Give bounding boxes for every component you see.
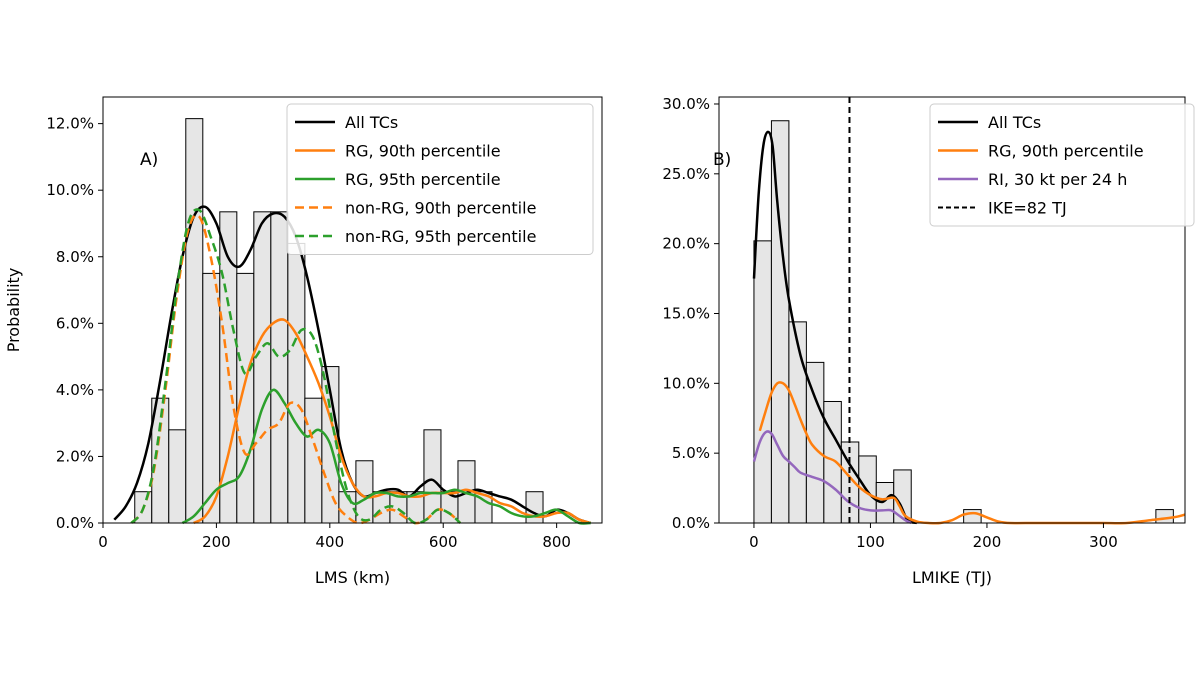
y-tick-label: 25.0% — [662, 165, 710, 183]
y-tick-label: 8.0% — [56, 248, 94, 266]
panel-a-histogram — [134, 118, 544, 524]
panel-b-x-ticks: 0 100 200 300 — [749, 523, 1118, 551]
histogram-bar — [270, 211, 289, 524]
density-curve — [752, 130, 918, 525]
panel-a-x-axis-label: LMS (km) — [315, 568, 390, 587]
panel-b-legend: All TCs RG, 90th percentile RI, 30 kt per … — [929, 103, 1195, 227]
y-tick-label: 20.0% — [662, 235, 710, 253]
x-tick-label: 600 — [429, 533, 458, 551]
panel-b-y-ticks: 0.0% 5.0% 10.0% 15.0% 20.0% 25.0% 30.0% — [662, 95, 719, 532]
histogram-bar — [805, 361, 825, 524]
x-tick-label: 300 — [1089, 533, 1118, 551]
panel-b: 0 100 200 300 0.0% 5.0% 10.0% 15.0% 20.0% 25.0% 3… — [662, 95, 1195, 587]
legend-entry-label: IKE=82 TJ — [988, 199, 1067, 218]
legend-entry-label: All TCs — [345, 113, 398, 132]
panel-a-x-ticks: 0 200 400 600 800 — [98, 523, 571, 551]
x-tick-label: 0 — [98, 533, 108, 551]
x-tick-label: 200 — [202, 533, 231, 551]
legend-entry-label: RG, 90th percentile — [988, 142, 1144, 161]
histogram-bar — [168, 429, 187, 524]
histogram-bar — [1155, 509, 1174, 524]
panel-a-label: A) — [140, 150, 158, 170]
legend-entry-label: non-RG, 90th percentile — [345, 199, 536, 218]
legend-entry-label: RI, 30 kt per 24 h — [988, 170, 1127, 189]
y-tick-label: 30.0% — [662, 95, 710, 113]
x-tick-label: 200 — [973, 533, 1002, 551]
legend-box — [929, 103, 1195, 227]
histogram-bar — [963, 509, 982, 524]
panel-b-axes-frame — [718, 96, 1186, 524]
panel-a: 0 200 400 600 800 0.0% 2.0% 4.0% 6.0% 8.0% 10.0% 1… — [4, 96, 603, 587]
histogram-bar — [185, 118, 204, 524]
panel-a-density-curves — [113, 205, 592, 525]
y-tick-label: 2.0% — [56, 447, 94, 465]
histogram-bar — [202, 272, 221, 524]
y-tick-label: 0.0% — [56, 514, 94, 532]
y-tick-label: 4.0% — [56, 381, 94, 399]
panel-b-label: B) — [713, 150, 731, 170]
histogram-bar — [788, 321, 807, 524]
histogram-bar — [287, 242, 306, 524]
density-curve — [130, 208, 462, 525]
panel-b-x-axis-label: LMIKE (TJ) — [912, 568, 992, 587]
histogram-bar — [875, 481, 895, 524]
y-tick-label: 6.0% — [56, 314, 94, 332]
histogram-bar — [525, 491, 544, 524]
panel-a-axes-frame — [102, 96, 603, 524]
legend-entry-label: RG, 95th percentile — [345, 170, 501, 189]
density-curve — [181, 388, 591, 525]
y-tick-label: 0.0% — [672, 514, 710, 532]
legend-entry-label: non-RG, 95th percentile — [345, 227, 536, 246]
legend-box — [286, 103, 594, 255]
y-tick-label: 5.0% — [672, 444, 710, 462]
x-tick-label: 100 — [856, 533, 885, 551]
y-tick-label: 12.0% — [46, 115, 94, 133]
legend-entry-label: All TCs — [988, 113, 1041, 132]
density-curve — [193, 318, 592, 525]
y-tick-label: 10.0% — [46, 181, 94, 199]
histogram-bar — [823, 400, 842, 524]
y-tick-label: 10.0% — [662, 374, 710, 392]
x-tick-label: 800 — [542, 533, 571, 551]
panel-a-y-axis-label: Probability — [4, 268, 23, 353]
y-tick-label: 15.0% — [662, 304, 710, 322]
legend-entry-label: RG, 90th percentile — [345, 142, 501, 161]
histogram-bar — [236, 272, 255, 524]
histogram-bar — [770, 120, 790, 524]
density-curve — [752, 430, 912, 525]
panel-a-legend: All TCs RG, 90th percentile RG, 95th perce… — [286, 103, 594, 255]
panel-a-y-ticks: 0.0% 2.0% 4.0% 6.0% 8.0% 10.0% 12.0% — [46, 115, 103, 532]
histogram-bar — [753, 240, 772, 524]
x-tick-label: 400 — [315, 533, 344, 551]
x-tick-label: 0 — [749, 533, 759, 551]
histogram-bar — [253, 211, 272, 524]
